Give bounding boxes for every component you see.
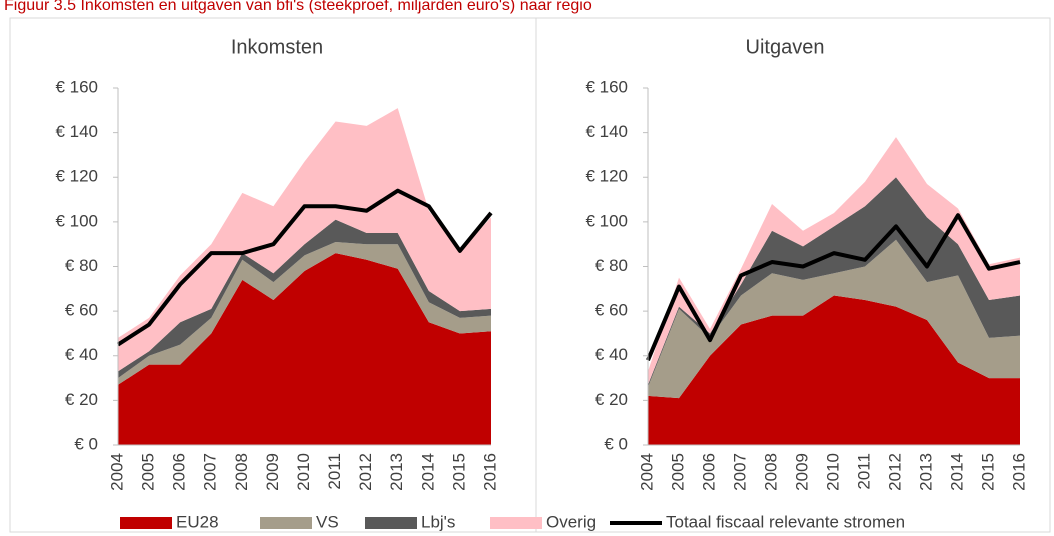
x-tick-label: 2014 (947, 453, 966, 491)
legend-label: Lbj's (421, 512, 455, 531)
y-tick-label: € 160 (55, 77, 98, 96)
x-tick-label: 2016 (480, 453, 499, 491)
chart-title: Inkomsten (231, 36, 323, 58)
y-tick-label: € 100 (55, 211, 98, 230)
x-tick-label: 2007 (201, 453, 220, 491)
x-tick-label: 2006 (170, 453, 189, 491)
y-tick-label: € 80 (65, 256, 98, 275)
legend-label: Overig (546, 512, 596, 531)
x-tick-label: 2008 (232, 453, 251, 491)
y-tick-label: € 140 (55, 122, 98, 141)
area (648, 295, 1020, 445)
x-tick-label: 2015 (978, 453, 997, 491)
x-tick-label: 2011 (854, 453, 873, 490)
legend-swatch (365, 517, 417, 529)
figure-title: Figuur 3.5 Inkomsten en uitgaven van bfi… (4, 0, 592, 14)
x-tick-label: 2012 (885, 453, 904, 491)
x-tick-label: 2007 (730, 453, 749, 491)
line (646, 213, 1021, 361)
x-tick-label: 2011 (325, 453, 344, 490)
area (648, 177, 1020, 387)
x-tick-label: 2006 (699, 453, 718, 491)
x-tick-label: 2015 (449, 453, 468, 491)
y-tick-label: € 40 (65, 345, 98, 364)
y-tick-label: € 100 (585, 211, 628, 230)
x-tick-label: 2004 (107, 453, 126, 491)
legend-label: Totaal fiscaal relevante stromen (666, 512, 905, 531)
y-tick-label: € 140 (585, 122, 628, 141)
x-tick-label: 2005 (139, 453, 158, 491)
x-tick-label: 2014 (418, 453, 437, 491)
panel-frame (535, 17, 1051, 533)
x-tick-label: 2010 (294, 453, 313, 491)
x-tick-label: 2004 (637, 453, 656, 491)
y-tick-label: € 0 (74, 434, 98, 453)
x-tick-label: 2009 (792, 453, 811, 491)
legend-swatch (490, 517, 542, 529)
line (116, 188, 493, 347)
area (118, 219, 491, 379)
x-tick-label: 2016 (1009, 453, 1028, 491)
y-tick-label: € 20 (65, 390, 98, 409)
area (118, 241, 491, 385)
y-tick-label: € 60 (65, 301, 98, 320)
area (648, 239, 1020, 399)
y-tick-label: € 40 (595, 345, 628, 364)
y-tick-label: € 120 (55, 167, 98, 186)
x-tick-label: 2013 (916, 453, 935, 491)
legend-swatch (120, 517, 172, 529)
x-tick-label: 2009 (263, 453, 282, 491)
y-tick-label: € 160 (585, 77, 628, 96)
legend-label: EU28 (176, 512, 219, 531)
y-tick-label: € 20 (595, 390, 628, 409)
y-tick-label: € 120 (585, 167, 628, 186)
x-tick-label: 2013 (387, 453, 406, 491)
x-tick-label: 2012 (356, 453, 375, 491)
x-tick-label: 2010 (823, 453, 842, 491)
legend-label: VS (316, 512, 339, 531)
y-tick-label: € 60 (595, 301, 628, 320)
y-tick-label: € 80 (595, 256, 628, 275)
area (648, 137, 1020, 385)
x-tick-label: 2008 (761, 453, 780, 491)
legend-swatch (260, 517, 312, 529)
chart-title: Uitgaven (746, 36, 825, 58)
area (118, 253, 491, 445)
y-tick-label: € 0 (604, 434, 628, 453)
area (118, 108, 491, 372)
x-tick-label: 2005 (668, 453, 687, 491)
